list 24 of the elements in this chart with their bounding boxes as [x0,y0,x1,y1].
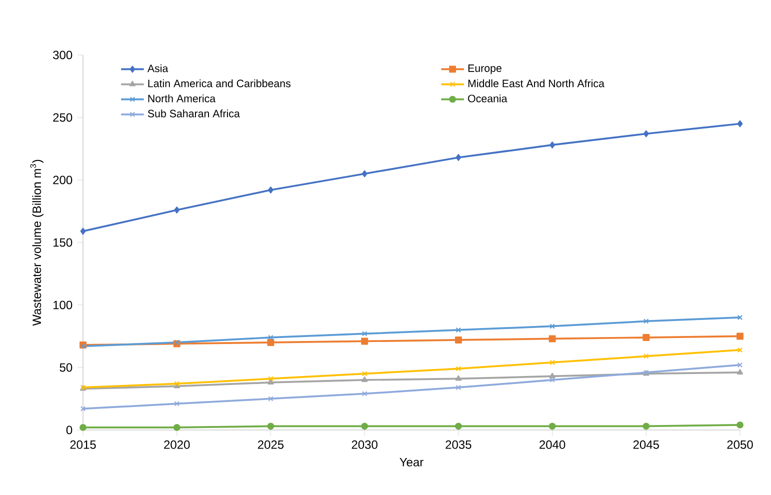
y-tick-label: 300 [53,50,72,60]
x-tick-label: 2035 [446,440,472,449]
y-axis-title: Wastewater volume (Billion m$^{3}$) [30,160,44,326]
legend-label: Oceania [468,94,508,102]
x-tick-label: 2040 [540,440,566,449]
legend-label: North America [148,94,216,102]
x-tick-label: 2020 [164,440,190,449]
legend-label: Latin America and Caribbeans [148,79,290,88]
y-tick-label: 100 [54,300,72,310]
legend-label: Europe [468,64,502,74]
x-tick-label: 2030 [352,440,378,449]
x-tick-label: 2045 [633,440,659,449]
legend-label: Asia [147,64,168,72]
y-tick-label: 200 [53,176,72,184]
y-tick-label: 150 [54,238,72,247]
y-tick-label: 0 [66,426,72,434]
legend-label: Sub Saharan Africa [148,110,240,118]
y-tick-label: 50 [60,363,72,372]
y-tick-label: 250 [53,113,72,122]
x-tick-label: 2050 [727,440,753,449]
legend-label: Middle East And North Africa [468,79,604,88]
x-tick-label: 2025 [258,440,284,449]
x-axis-title: Year [400,458,424,466]
x-tick-label: 2015 [70,440,96,449]
